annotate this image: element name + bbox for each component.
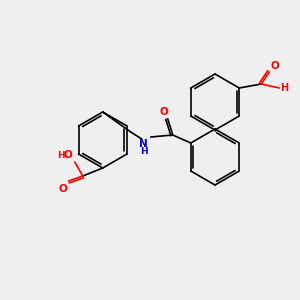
Text: H: H	[280, 83, 288, 93]
Text: H: H	[140, 147, 148, 156]
Text: O: O	[270, 61, 279, 71]
Text: O: O	[63, 150, 72, 160]
Text: H: H	[57, 151, 65, 160]
Text: O: O	[58, 184, 67, 194]
Text: N: N	[139, 139, 148, 149]
Text: O: O	[159, 107, 168, 117]
